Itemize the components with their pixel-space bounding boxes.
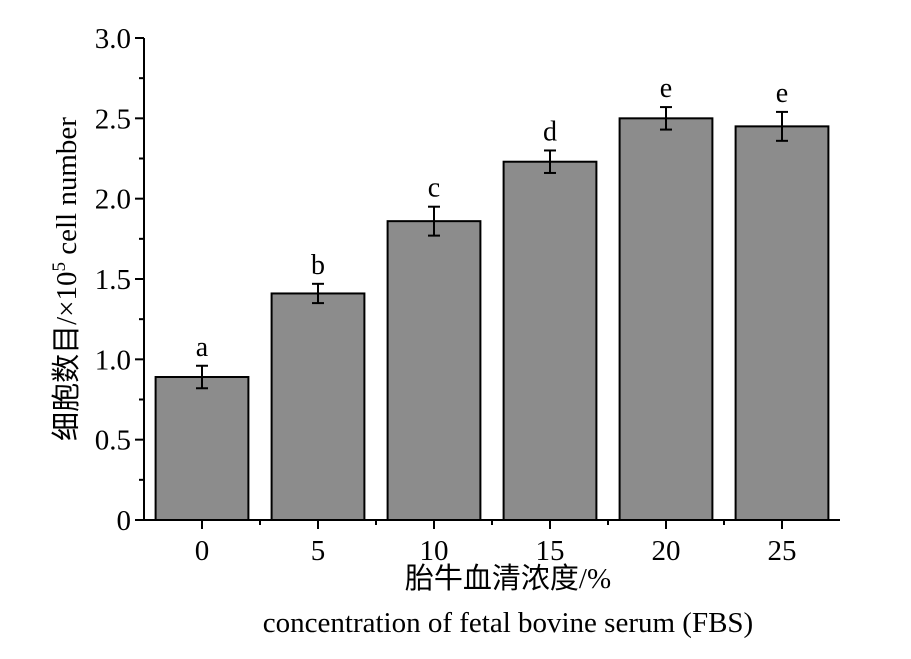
significance-letter: e [776, 78, 788, 109]
significance-letters-layer: a b c d e e [196, 73, 788, 363]
x-tick-label: 25 [768, 535, 797, 567]
y-tick-label: 0 [117, 505, 132, 537]
bar [734, 125, 830, 521]
y-axis-label-suffix: cell number [51, 117, 83, 262]
y-tick-label: 0.5 [95, 425, 131, 457]
x-axis-label-chinese: 胎牛血清浓度/% [405, 562, 611, 595]
x-axis-label-english: concentration of fetal bovine serum (FBS… [263, 607, 753, 639]
significance-letter: a [196, 332, 209, 363]
x-tick-label: 20 [652, 535, 681, 567]
x-tick-label: 5 [311, 535, 326, 567]
significance-letter: d [543, 116, 557, 147]
error-bars-layer [196, 106, 788, 390]
y-tick-label: 2.5 [95, 103, 131, 135]
bar [386, 220, 482, 521]
y-tick-label: 2.0 [95, 184, 131, 216]
y-ticks-layer: 0 0.5 1.0 1.5 2.0 2.5 3.0 [95, 23, 144, 537]
y-tick-label: 3.0 [95, 23, 131, 55]
significance-letter: e [660, 73, 672, 104]
x-tick-label: 15 [536, 535, 565, 567]
significance-letter: c [428, 173, 440, 204]
y-tick-label: 1.5 [95, 264, 131, 296]
bars-layer [154, 117, 830, 521]
x-ticks-layer: 0 5 10 15 20 25 [195, 520, 797, 567]
y-axis-label: 细胞数目/×105 cell number [49, 117, 83, 441]
bar [618, 117, 714, 521]
y-tick-label: 1.0 [95, 344, 131, 376]
bar [270, 292, 366, 521]
bar [154, 376, 250, 521]
x-tick-label: 10 [420, 535, 449, 567]
y-axis-label-superscript: 5 [49, 262, 70, 272]
y-axis-label-prefix: 细胞数目/×10 [50, 272, 83, 441]
bar [502, 160, 598, 521]
x-tick-label: 0 [195, 535, 210, 567]
significance-letter: b [311, 250, 325, 281]
